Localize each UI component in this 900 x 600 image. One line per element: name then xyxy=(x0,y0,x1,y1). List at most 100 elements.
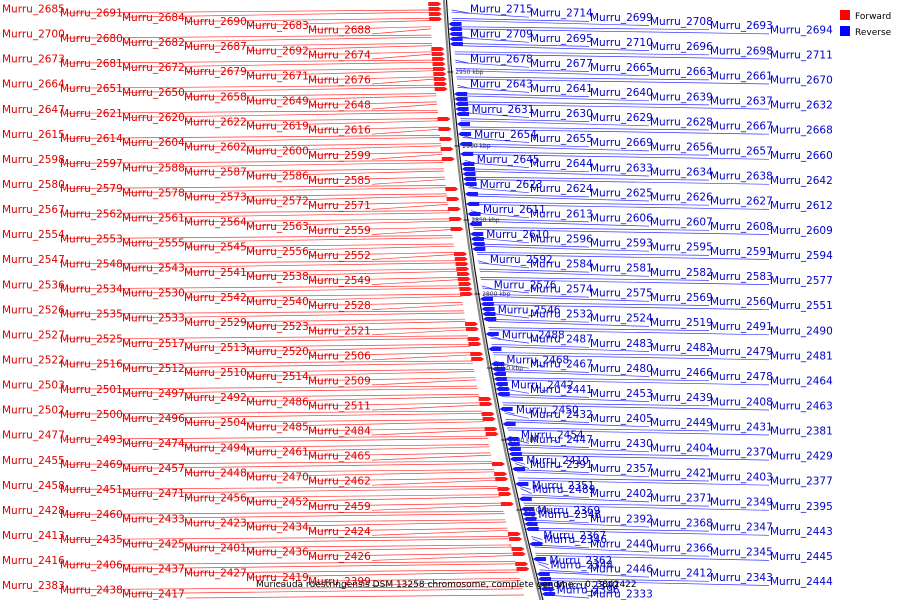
forward-gene-label: Murru_2501 xyxy=(60,384,123,396)
forward-leader-line xyxy=(185,43,432,47)
forward-leader-line xyxy=(247,270,458,277)
forward-leader-line xyxy=(123,61,434,68)
reverse-leader-line xyxy=(470,204,770,210)
reverse-leader-line xyxy=(459,112,530,118)
forward-gene-label: Murru_2616 xyxy=(308,125,371,137)
reverse-leader-line xyxy=(472,218,590,223)
reverse-leader-line xyxy=(459,103,770,110)
reverse-gene-label: Murru_2630 xyxy=(530,108,593,120)
forward-gene-label: Murru_2587 xyxy=(184,167,247,179)
reverse-leader-line xyxy=(519,486,531,490)
forward-gene-label: Murru_2513 xyxy=(184,342,247,354)
forward-gene-feature xyxy=(433,72,447,76)
reverse-gene-feature xyxy=(455,107,469,111)
forward-gene-label: Murru_2521 xyxy=(308,325,371,337)
reverse-leader-line xyxy=(468,193,590,198)
reverse-gene-label: Murru_2639 xyxy=(650,91,713,103)
reverse-gene-label: Murru_2453 xyxy=(590,388,653,400)
reverse-leader-line xyxy=(465,162,530,168)
forward-gene-label: Murru_2554 xyxy=(2,229,65,241)
forward-leader-line xyxy=(309,226,452,231)
forward-gene-label: Murru_2579 xyxy=(60,183,123,195)
reverse-leader-line xyxy=(514,460,526,465)
reverse-gene-label: Murru_2611 xyxy=(483,204,546,216)
forward-gene-feature xyxy=(428,2,442,6)
reverse-gene-feature xyxy=(499,407,513,411)
forward-leader-line xyxy=(65,385,478,390)
forward-gene-label: Murru_2599 xyxy=(308,150,371,162)
reverse-leader-line xyxy=(461,128,770,135)
reverse-gene-feature xyxy=(471,242,485,246)
reverse-gene-feature xyxy=(525,527,539,531)
reverse-gene-label: Murru_2482 xyxy=(650,342,713,354)
forward-leader-line xyxy=(309,552,514,557)
forward-gene-feature xyxy=(511,547,525,551)
forward-gene-label: Murru_2486 xyxy=(246,396,309,408)
forward-gene-label: Murru_2462 xyxy=(308,476,371,488)
reverse-gene-label: Murru_2582 xyxy=(650,267,713,279)
reverse-gene-label: Murru_2333 xyxy=(590,589,653,600)
reverse-gene-label: Murru_2623 xyxy=(480,179,543,191)
forward-gene-label: Murru_2456 xyxy=(184,492,247,504)
forward-gene-label: Murru_2567 xyxy=(2,204,65,216)
forward-gene-label: Murru_2458 xyxy=(2,480,65,492)
reverse-gene-feature xyxy=(512,467,526,471)
forward-leader-line xyxy=(247,496,501,503)
forward-leader-line xyxy=(185,419,484,423)
forward-gene-label: Murru_2426 xyxy=(308,551,371,563)
forward-leader-line xyxy=(309,527,508,532)
forward-leader-line xyxy=(247,346,471,352)
reverse-gene-label: Murru_2583 xyxy=(710,271,773,283)
reverse-gene-feature xyxy=(454,92,468,96)
forward-gene-label: Murru_2493 xyxy=(60,434,123,446)
forward-gene-label: Murru_2471 xyxy=(122,488,185,500)
forward-gene-label: Murru_2673 xyxy=(2,54,65,66)
forward-gene-label: Murru_2485 xyxy=(246,421,309,433)
reverse-leader-line xyxy=(476,252,710,256)
forward-gene-label: Murru_2525 xyxy=(60,334,123,346)
forward-gene-label: Murru_2647 xyxy=(2,104,65,116)
forward-leader-line xyxy=(65,260,456,265)
forward-gene-label: Murru_2588 xyxy=(122,162,185,174)
forward-leader-line xyxy=(309,327,467,331)
forward-leader-line xyxy=(123,412,483,419)
forward-leader-line xyxy=(371,479,497,486)
reverse-gene-label: Murru_2532 xyxy=(530,309,593,321)
forward-leader-line xyxy=(371,279,460,285)
forward-gene-feature xyxy=(470,352,484,356)
forward-gene-label: Murru_2514 xyxy=(246,371,309,383)
forward-gene-label: Murru_2679 xyxy=(184,66,247,78)
forward-gene-label: Murru_2474 xyxy=(122,438,185,450)
scale-tick-label: 2750 kbp xyxy=(495,365,523,372)
forward-gene-label: Murru_2687 xyxy=(184,41,247,53)
forward-gene-label: Murru_2469 xyxy=(60,459,123,471)
reverse-leader-line xyxy=(492,346,650,352)
reverse-gene-label: Murru_2645 xyxy=(477,154,540,166)
reverse-leader-line xyxy=(462,143,590,148)
reverse-gene-label: Murru_2445 xyxy=(770,551,833,563)
reverse-gene-label: Murru_2660 xyxy=(770,150,833,162)
forward-gene-label: Murru_2556 xyxy=(246,246,309,258)
forward-leader-line xyxy=(185,168,444,173)
reverse-gene-label: Murru_2596 xyxy=(530,233,593,245)
forward-gene-label: Murru_2455 xyxy=(2,455,65,467)
reverse-gene-label: Murru_2592 xyxy=(490,254,553,266)
forward-leader-line xyxy=(123,362,474,369)
forward-gene-label: Murru_2435 xyxy=(60,534,123,546)
reverse-gene-label: Murru_2447 xyxy=(530,434,593,446)
forward-gene-label: Murru_2651 xyxy=(60,83,123,95)
forward-leader-line xyxy=(65,561,516,565)
forward-gene-label: Murru_2399 xyxy=(308,576,371,588)
reverse-gene-feature xyxy=(485,332,499,336)
forward-leader-line xyxy=(185,544,512,549)
forward-leader-line xyxy=(371,178,446,185)
forward-gene-label: Murru_2529 xyxy=(184,317,247,329)
reverse-gene-label: Murru_2606 xyxy=(590,212,653,224)
forward-gene-label: Murru_2541 xyxy=(184,267,247,279)
reverse-leader-line xyxy=(484,304,770,311)
forward-leader-line xyxy=(247,20,431,26)
forward-gene-label: Murru_2528 xyxy=(308,300,371,312)
reverse-leader-line xyxy=(520,488,532,494)
reverse-gene-feature xyxy=(515,482,529,486)
forward-leader-line xyxy=(65,109,438,114)
